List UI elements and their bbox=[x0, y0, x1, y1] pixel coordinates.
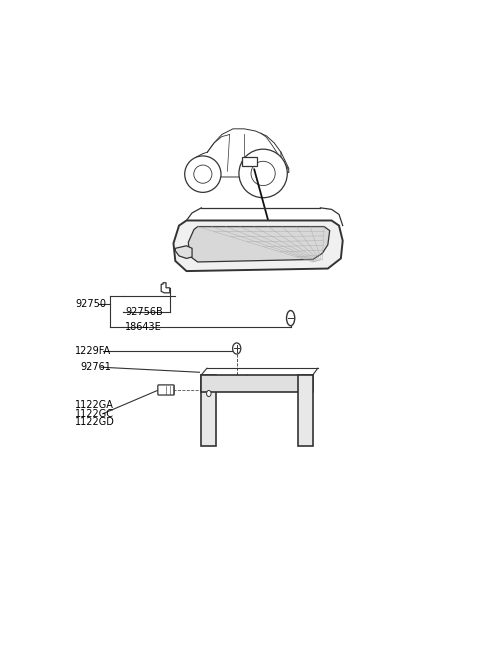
Text: 92756B: 92756B bbox=[125, 307, 163, 317]
Ellipse shape bbox=[194, 165, 212, 183]
Text: 18643E: 18643E bbox=[125, 322, 162, 332]
Ellipse shape bbox=[251, 162, 275, 185]
Text: 1122GD: 1122GD bbox=[75, 417, 115, 427]
Text: 1122GC: 1122GC bbox=[75, 409, 114, 419]
Text: 92750: 92750 bbox=[75, 299, 106, 309]
Text: 1122GA: 1122GA bbox=[75, 400, 114, 410]
Polygon shape bbox=[161, 283, 170, 293]
Ellipse shape bbox=[185, 156, 221, 193]
Polygon shape bbox=[188, 227, 330, 262]
Text: 1229FA: 1229FA bbox=[75, 346, 111, 356]
Polygon shape bbox=[202, 374, 313, 392]
FancyBboxPatch shape bbox=[242, 157, 257, 166]
Polygon shape bbox=[173, 221, 343, 271]
Ellipse shape bbox=[287, 311, 295, 326]
Ellipse shape bbox=[239, 149, 288, 198]
Polygon shape bbox=[298, 374, 313, 445]
FancyBboxPatch shape bbox=[158, 385, 174, 395]
Text: 92761: 92761 bbox=[81, 362, 111, 373]
Circle shape bbox=[206, 390, 211, 397]
Polygon shape bbox=[175, 246, 192, 258]
Polygon shape bbox=[202, 374, 216, 445]
Circle shape bbox=[233, 343, 241, 354]
